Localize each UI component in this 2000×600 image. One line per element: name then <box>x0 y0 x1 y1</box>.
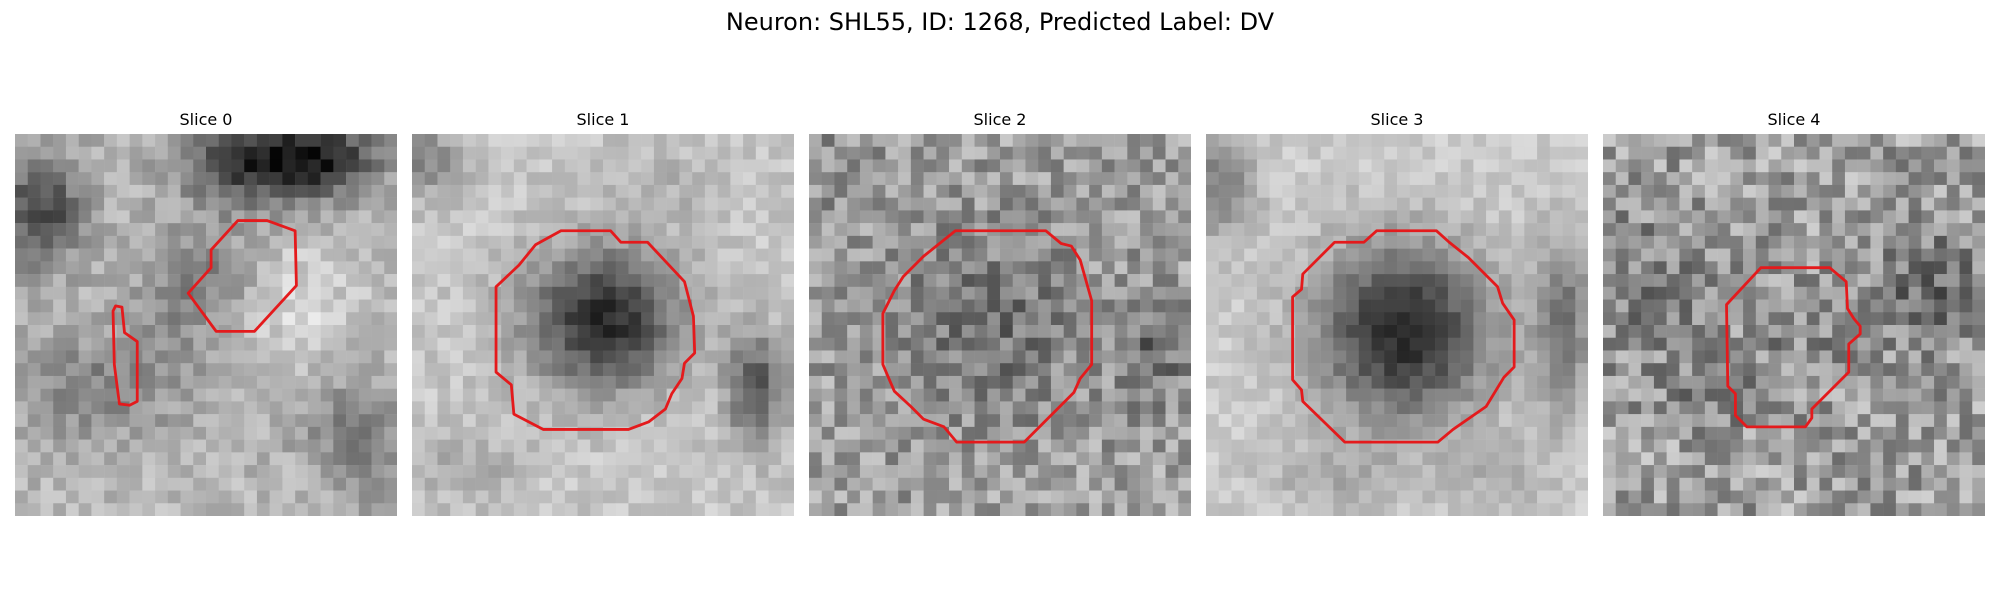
slice-1-image <box>412 134 794 516</box>
slice-3-pixel-grid <box>1206 134 1588 516</box>
slice-1-roi-contour <box>494 229 697 431</box>
slice-3-image <box>1206 134 1588 516</box>
slice-0-roi-contour-small <box>111 304 139 407</box>
slice-4-title: Slice 4 <box>1767 110 1821 129</box>
slice-1-pixel-grid <box>412 134 794 516</box>
slice-2-roi-contour <box>881 229 1094 444</box>
slice-4-pixel-grid <box>1603 134 1985 516</box>
slice-1-title: Slice 1 <box>576 110 630 129</box>
slice-4-image <box>1603 134 1985 516</box>
slice-2-title: Slice 2 <box>973 110 1027 129</box>
slice-0-roi-contour-main <box>186 219 298 333</box>
slice-0-pixel-grid <box>15 134 397 516</box>
slice-2-image <box>809 134 1191 516</box>
slice-2-pixel-grid <box>809 134 1191 516</box>
slice-3-roi-contour <box>1291 229 1516 444</box>
slice-0-image <box>15 134 397 516</box>
slice-0-title: Slice 0 <box>179 110 233 129</box>
slice-3-title: Slice 3 <box>1370 110 1424 129</box>
slice-4-roi-contour <box>1725 266 1862 429</box>
figure-title: Neuron: SHL55, ID: 1268, Predicted Label… <box>725 8 1275 36</box>
